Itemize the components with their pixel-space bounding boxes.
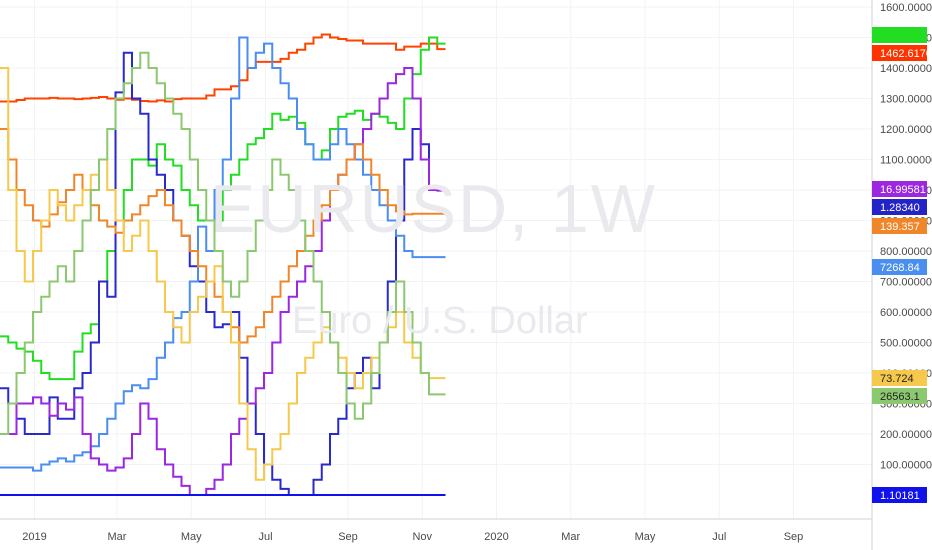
price-tag-label: 1.10181: [880, 490, 920, 502]
price-tag: [872, 388, 927, 404]
price-tag-label: 1462.61700: [880, 48, 932, 60]
x-tick-label: Jul: [712, 531, 726, 543]
x-tick-label: 2020: [484, 531, 508, 543]
series-line-5: [0, 128, 446, 344]
x-tick-label: Sep: [338, 531, 358, 543]
price-tags: 1462.61700 16.99581 1.28340 139.357 7268.84 7…: [872, 27, 932, 503]
y-tick-label: 800.00000: [880, 246, 932, 258]
y-tick-label: 1300.00000: [880, 94, 932, 106]
y-tick-label: 700.00000: [880, 277, 932, 289]
y-tick-label: 1100.00000: [880, 155, 932, 167]
price-tag: [872, 218, 927, 234]
watermark-name: Euro / U.S. Dollar: [292, 300, 588, 342]
price-tag-label: 139.357: [880, 221, 920, 233]
x-tick-label: Mar: [561, 531, 580, 543]
y-tick-label: 1400.00000: [880, 63, 932, 75]
x-tick-label: Sep: [784, 531, 804, 543]
price-tag: [872, 487, 927, 503]
x-tick-label: May: [181, 531, 202, 543]
plot-area[interactable]: [0, 33, 446, 496]
y-tick-label: 1200.00000: [880, 124, 932, 136]
x-tick-label: Jul: [258, 531, 272, 543]
price-tag: [872, 199, 927, 215]
y-tick-label: 1600.00000: [880, 2, 932, 14]
watermark-symbol: EURUSD, 1W: [210, 171, 657, 247]
series-line-7: [0, 51, 446, 435]
x-axis[interactable]: 2019 Mar May Jul Sep Nov 2020 Mar May Jul Sep: [0, 518, 872, 543]
y-tick-label: 100.00000: [880, 460, 932, 472]
price-tag-label: 73.724: [880, 373, 914, 385]
y-tick-label: 200.00000: [880, 429, 932, 441]
price-tag: [872, 370, 927, 386]
price-tag: [872, 259, 927, 275]
series-line-0: [0, 33, 446, 103]
x-tick-label: Nov: [412, 531, 432, 543]
series-line-4: [0, 67, 446, 496]
y-tick-label: 500.00000: [880, 338, 932, 350]
price-tag-label: 16.99581: [880, 184, 926, 196]
price-tag: [872, 45, 927, 61]
y-tick-label: 600.00000: [880, 307, 932, 319]
price-tag-label: 1.28340: [880, 202, 920, 214]
x-tick-label: Mar: [108, 531, 127, 543]
x-tick-label: 2019: [22, 531, 46, 543]
price-tag-hidden: [872, 27, 927, 43]
series-line-3: [0, 36, 446, 472]
x-tick-label: May: [635, 531, 656, 543]
price-tag: [872, 181, 927, 197]
price-tag-label: 7268.84: [880, 262, 920, 274]
price-tag-label: 26563.1: [880, 391, 920, 403]
grid: [0, 0, 872, 519]
